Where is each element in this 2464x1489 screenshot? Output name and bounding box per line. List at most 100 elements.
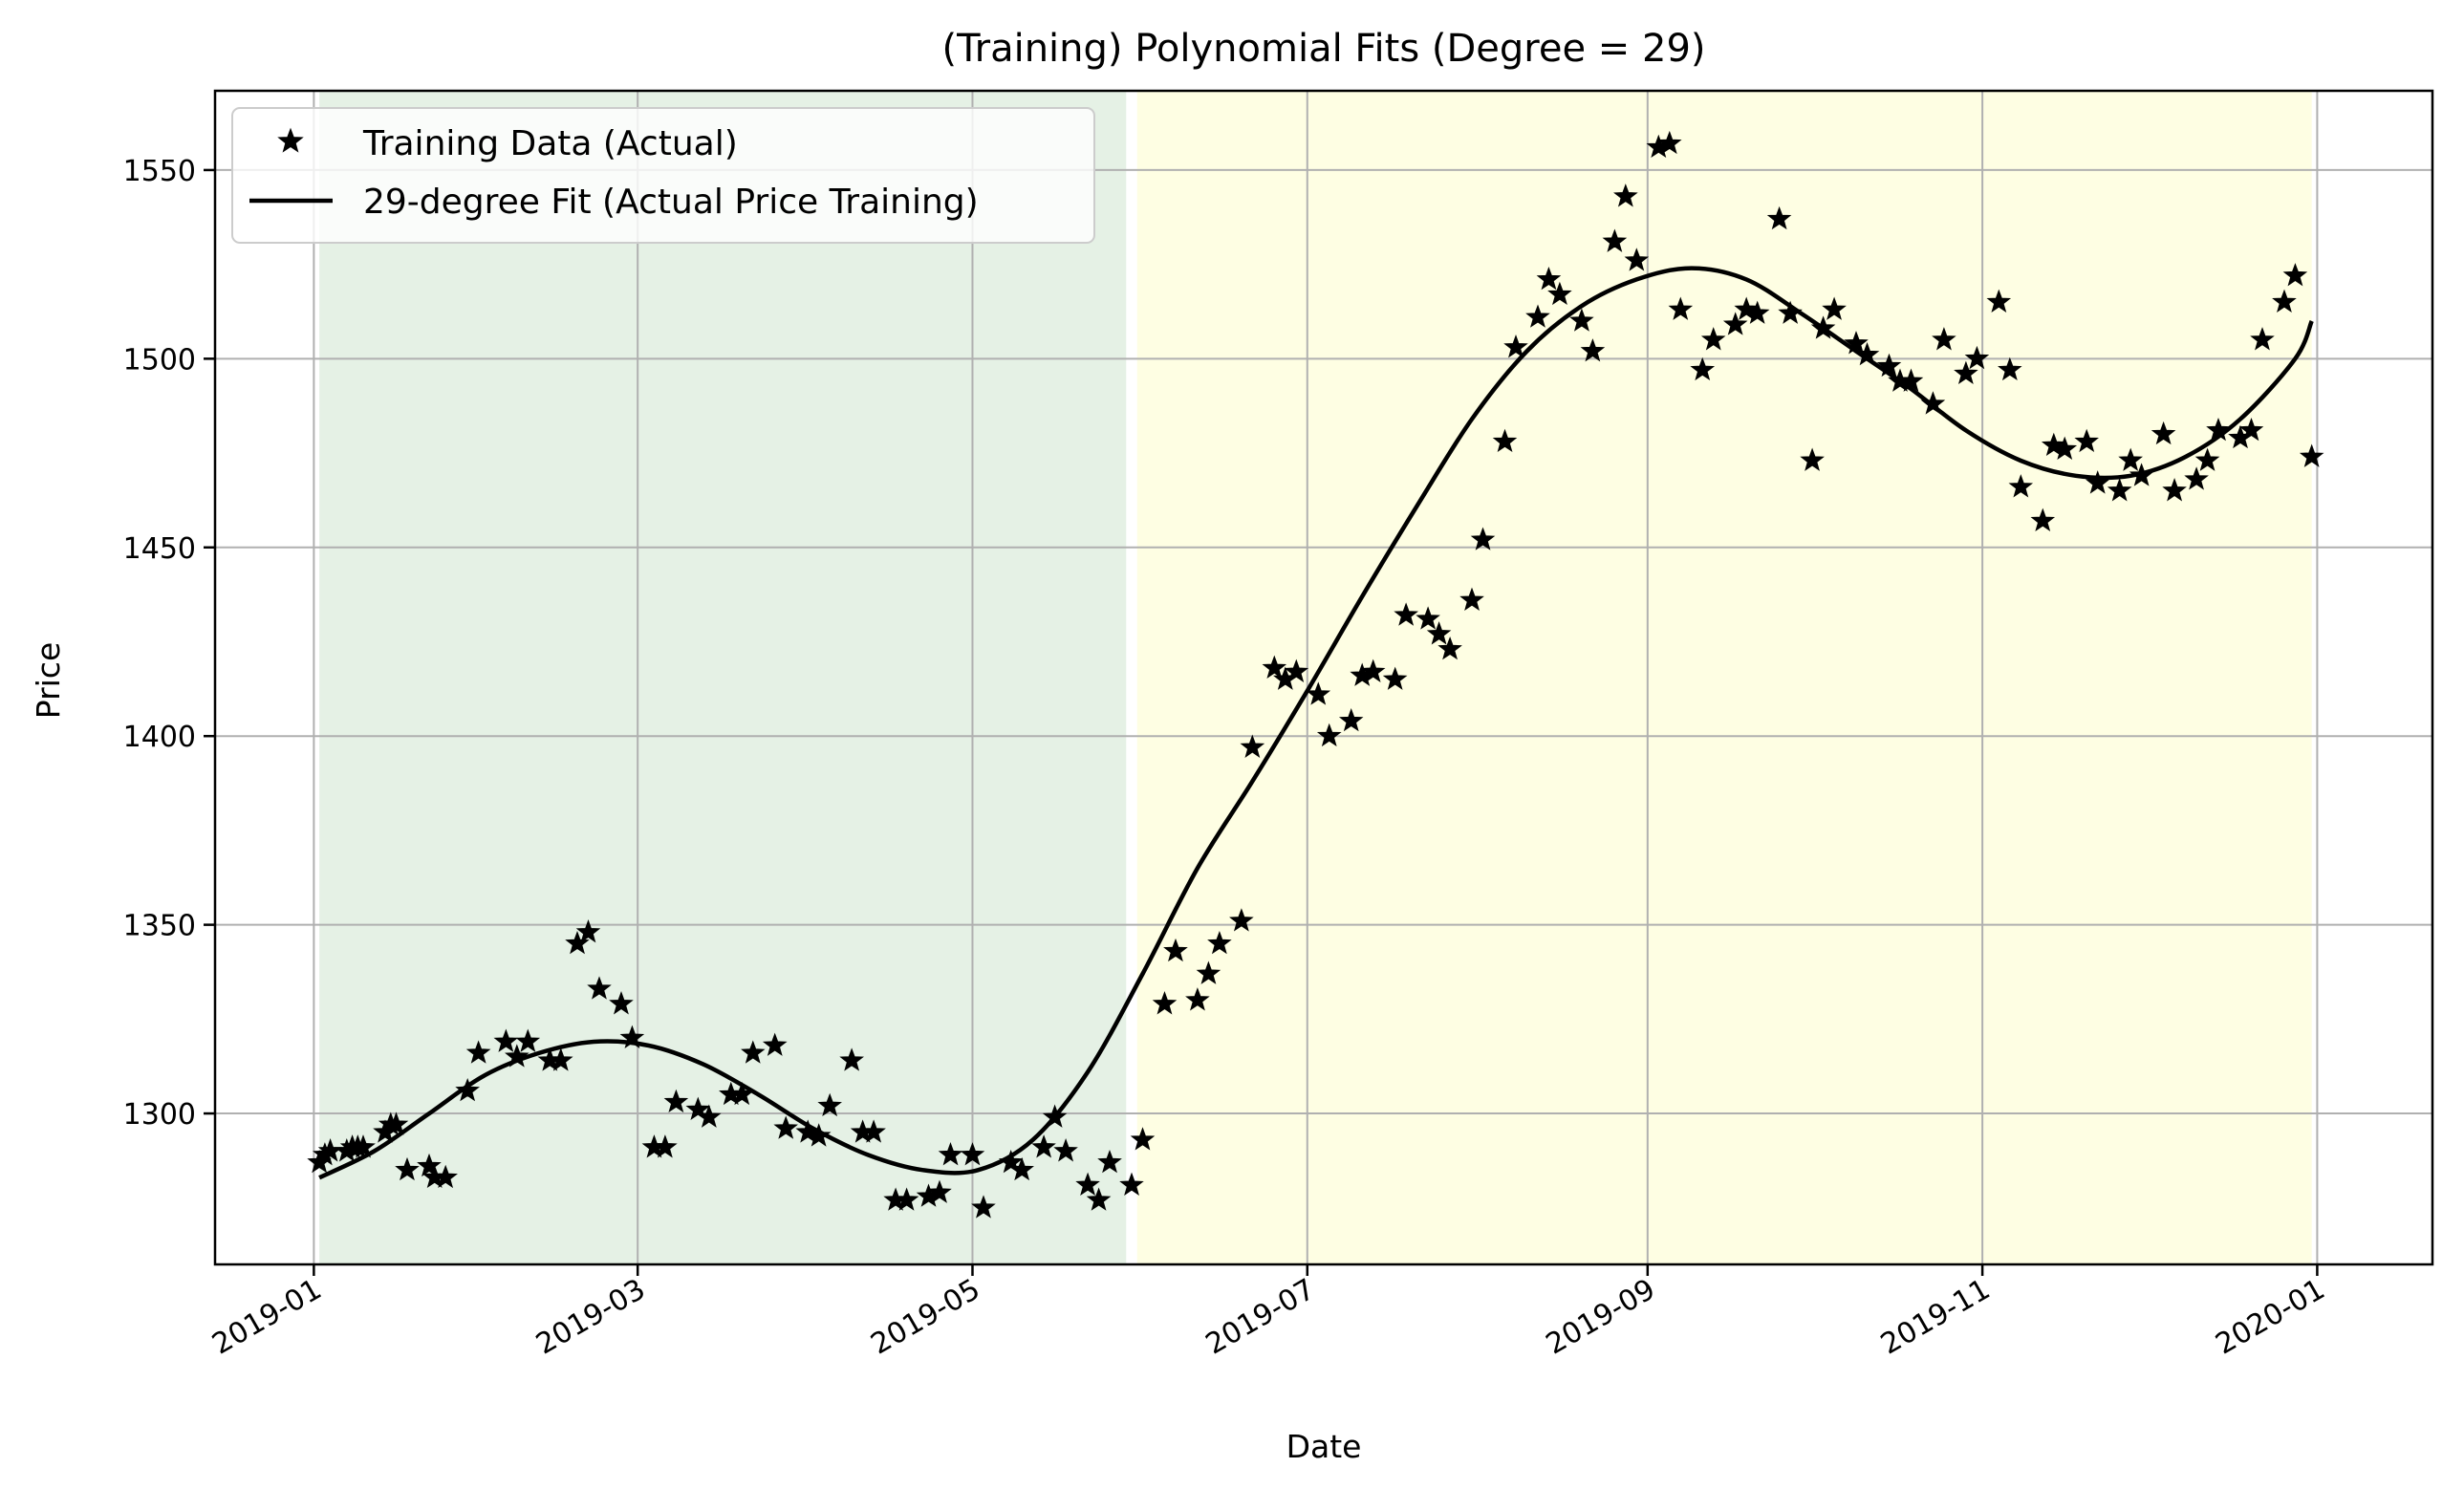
data-point — [1394, 602, 1418, 626]
data-point — [1854, 341, 1880, 366]
data-point — [697, 1104, 722, 1128]
data-point — [1240, 734, 1265, 758]
data-point — [1262, 655, 1287, 679]
data-point — [1536, 266, 1562, 291]
data-point — [2194, 447, 2220, 471]
data-point — [1986, 289, 2012, 313]
data-point — [1031, 1134, 1056, 1158]
data-point — [1086, 1187, 1112, 1211]
data-point — [2030, 507, 2056, 531]
data-point — [2118, 447, 2143, 471]
data-point — [1766, 205, 1792, 230]
data-point — [2008, 474, 2034, 498]
y-tick-label: 1500 — [123, 343, 196, 377]
data-point — [1722, 312, 1748, 335]
data-point — [773, 1115, 798, 1139]
data-point — [383, 1111, 409, 1135]
data-point — [2272, 289, 2297, 313]
data-point — [2151, 421, 2176, 445]
data-point — [2074, 428, 2099, 453]
data-point — [1152, 991, 1178, 1015]
data-point — [1306, 681, 1331, 705]
data-point — [1097, 1149, 1122, 1174]
data-point — [2041, 432, 2066, 457]
data-point — [1998, 356, 2022, 381]
data-point — [2107, 478, 2132, 502]
y-tick-label: 1450 — [123, 532, 196, 566]
data-point — [575, 919, 601, 943]
data-point — [1119, 1172, 1144, 1196]
data-point — [1382, 666, 1408, 690]
data-point — [2282, 263, 2308, 287]
x-tick-label: 2019-05 — [865, 1273, 985, 1362]
data-point — [2299, 443, 2324, 467]
data-point — [894, 1187, 919, 1211]
data-point — [351, 1134, 376, 1158]
data-point — [1503, 334, 1528, 358]
data-point — [1700, 327, 1726, 351]
y-tick-label: 1400 — [123, 721, 196, 754]
data-point — [433, 1164, 458, 1189]
fit-line — [318, 266, 2314, 1180]
shaded-region-2 — [1136, 91, 2312, 1264]
data-point — [1459, 587, 1484, 611]
data-point — [417, 1153, 442, 1177]
data-point — [565, 930, 590, 955]
y-tick-label: 1300 — [123, 1098, 196, 1132]
data-point — [1778, 300, 1803, 324]
data-point — [729, 1081, 755, 1106]
x-axis-label: Date — [1286, 1428, 1362, 1465]
data-point — [839, 1047, 864, 1071]
data-point — [1437, 636, 1462, 660]
chart-title: (Training) Polynomial Fits (Degree = 29) — [941, 27, 1705, 71]
data-point — [2052, 436, 2078, 460]
data-point — [1569, 308, 1594, 332]
data-point — [1932, 327, 1956, 351]
data-point — [505, 1044, 530, 1068]
data-point — [1734, 296, 1759, 320]
data-point — [741, 1040, 766, 1064]
data-point — [395, 1156, 420, 1181]
data-point — [1416, 606, 1440, 630]
data-points-layer — [307, 130, 2324, 1219]
data-point — [1744, 300, 1770, 324]
data-point — [1964, 345, 1990, 370]
data-point — [1602, 228, 1628, 252]
data-point — [455, 1077, 480, 1102]
data-point — [1657, 130, 1682, 155]
legend: Training Data (Actual) 29-degree Fit (Ac… — [231, 107, 1095, 244]
x-tick-label: 2019-03 — [530, 1273, 651, 1362]
data-point — [653, 1134, 678, 1158]
data-point — [971, 1195, 996, 1219]
data-point — [1053, 1138, 1078, 1162]
data-point — [2238, 417, 2264, 442]
data-point — [1492, 428, 1518, 453]
data-point — [1338, 707, 1364, 732]
y-tick-label: 1550 — [123, 155, 196, 188]
data-point — [938, 1142, 963, 1166]
data-point — [927, 1179, 952, 1203]
data-point — [1185, 987, 1210, 1011]
data-point — [960, 1142, 985, 1166]
data-point — [1547, 281, 1572, 306]
data-point — [1229, 908, 1254, 932]
data-point — [1822, 296, 1847, 320]
x-tick-label: 2019-07 — [1200, 1273, 1321, 1362]
data-point — [1668, 296, 1694, 320]
data-point — [465, 1040, 491, 1064]
data-point — [2250, 327, 2275, 351]
data-point — [619, 1025, 645, 1048]
x-tick-label: 2020-01 — [2210, 1273, 2330, 1362]
legend-box — [231, 107, 1095, 244]
x-tick-label: 2019-11 — [1875, 1273, 1996, 1362]
data-point — [1580, 338, 1606, 362]
data-point — [1042, 1104, 1068, 1128]
data-point — [806, 1123, 832, 1147]
data-point — [493, 1028, 519, 1052]
data-point — [663, 1089, 689, 1113]
data-point — [795, 1119, 820, 1143]
data-point — [1163, 938, 1188, 962]
data-point — [1876, 353, 1902, 378]
data-point — [762, 1032, 788, 1056]
